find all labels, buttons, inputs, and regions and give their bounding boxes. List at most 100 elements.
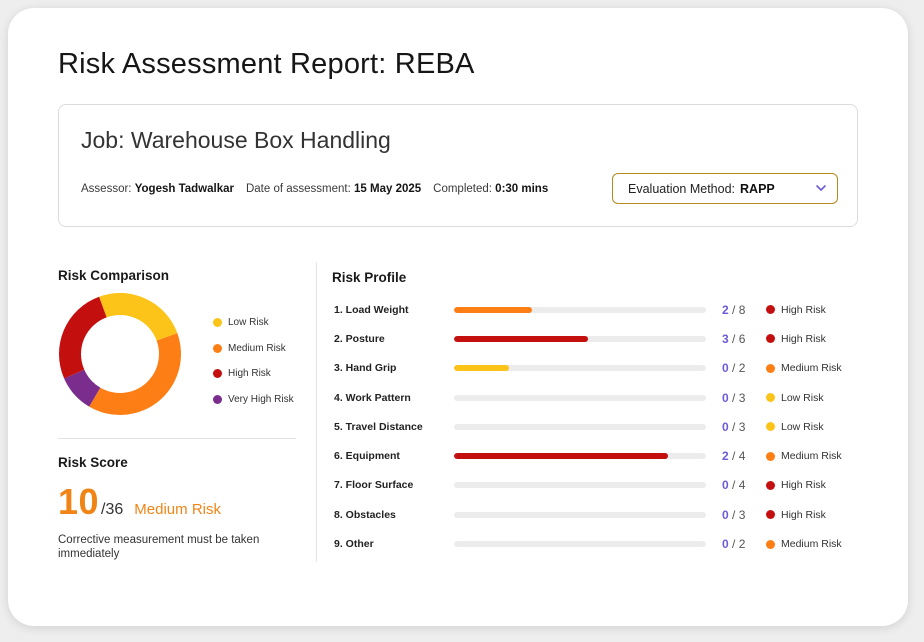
donut-slice-high-risk: [58, 296, 107, 379]
factor-score-value: 0: [722, 478, 729, 493]
donut-slice-very-high-risk: [64, 369, 101, 407]
risk-profile-row: 6. Equipment 2 / 4 Medium Risk: [332, 441, 862, 470]
risk-dot-icon: [766, 539, 775, 549]
factor-name: 1. Load Weight: [334, 303, 409, 316]
risk-score-max: /36: [101, 501, 124, 518]
completed-info: Completed: 0:30 mins: [433, 183, 548, 195]
factor-risk-label: High Risk: [781, 303, 826, 316]
factor-score-value: 2: [722, 302, 729, 317]
factor-score: 3 / 6: [722, 332, 745, 346]
factor-risk-label: High Risk: [781, 508, 826, 521]
factor-name: 3. Hand Grip: [334, 362, 397, 375]
risk-score-title: Risk Score: [58, 455, 128, 470]
factor-score-value: 0: [722, 390, 729, 405]
factor-risk-label: Medium Risk: [781, 538, 842, 551]
factor-score: 0 / 3: [722, 420, 745, 434]
factor-risk-label: Low Risk: [781, 391, 824, 404]
factor-name: 9. Other: [334, 538, 374, 551]
factor-risk-level: Medium Risk: [766, 538, 842, 550]
factor-progress-bar: [454, 365, 706, 372]
factor-score-max: / 4: [732, 449, 746, 464]
divider: [58, 438, 296, 439]
factor-risk-level: Low Risk: [766, 421, 824, 433]
job-title: Job: Warehouse Box Handling: [81, 127, 391, 153]
completed-value: 0:30 mins: [495, 183, 549, 195]
factor-score: 2 / 8: [722, 303, 745, 317]
risk-profile-row: 9. Other 0 / 2 Medium Risk: [332, 529, 862, 558]
legend-dot-icon: [213, 318, 222, 328]
risk-profile-row: 1. Load Weight 2 / 8 High Risk: [332, 295, 862, 324]
risk-dot-icon: [766, 510, 775, 520]
factor-name: 4. Work Pattern: [334, 391, 411, 404]
risk-dot-icon: [766, 305, 775, 315]
date-info: Date of assessment: 15 May 2025: [246, 183, 421, 195]
factor-name: 8. Obstacles: [334, 508, 396, 521]
method-value: RAPP: [740, 181, 775, 196]
factor-score: 0 / 2: [722, 537, 745, 551]
factor-score-max: / 3: [732, 390, 746, 405]
risk-profile-panel: Risk Profile 1. Load Weight 2 / 8 High Ris…: [332, 270, 862, 551]
factor-score-value: 0: [722, 419, 729, 434]
risk-dot-icon: [766, 393, 775, 403]
risk-score-level: Medium Risk: [134, 501, 221, 518]
factor-progress-bar: [454, 482, 706, 489]
risk-score-row: 10 /36 Medium Risk: [58, 481, 221, 523]
factor-score-value: 0: [722, 507, 729, 522]
factor-risk-label: Medium Risk: [781, 450, 842, 463]
date-label: Date of assessment:: [245, 183, 351, 195]
factor-progress-fill: [454, 306, 533, 313]
factor-progress-bar: [454, 541, 706, 548]
risk-dot-icon: [766, 480, 775, 490]
factor-risk-label: Low Risk: [781, 420, 824, 433]
factor-risk-level: Low Risk: [766, 392, 824, 404]
factor-risk-level: High Risk: [766, 479, 826, 491]
factor-risk-label: High Risk: [781, 479, 826, 492]
factor-progress-bar: [454, 511, 706, 518]
risk-profile-title: Risk Profile: [332, 270, 407, 285]
chevron-down-icon: [816, 185, 826, 191]
report-card: Risk Assessment Report: REBA Job: Wareho…: [8, 8, 908, 626]
risk-profile-row: 7. Floor Surface 0 / 4 High Risk: [332, 471, 862, 500]
risk-profile-row: 4. Work Pattern 0 / 3 Low Risk: [332, 383, 862, 412]
factor-risk-level: High Risk: [766, 509, 826, 521]
factor-score-max: / 8: [732, 302, 746, 317]
left-column: Risk Comparison Low Risk Medium Risk High …: [58, 268, 296, 560]
factor-score-max: / 3: [732, 419, 746, 434]
factor-progress-fill: [454, 453, 669, 460]
factor-score-max: / 2: [732, 537, 746, 552]
factor-score-max: / 6: [732, 331, 746, 346]
factor-progress-bar: [454, 453, 706, 460]
evaluation-method-dropdown[interactable]: Evaluation Method: RAPP: [612, 173, 838, 204]
factor-score: 0 / 4: [722, 478, 745, 492]
factor-score: 0 / 3: [722, 391, 745, 405]
risk-score-value: 10: [58, 481, 100, 522]
risk-donut-chart: [58, 292, 182, 416]
factor-progress-bar: [454, 394, 706, 401]
risk-profile-row: 5. Travel Distance 0 / 3 Low Risk: [332, 412, 862, 441]
factor-name: 7. Floor Surface: [334, 479, 414, 492]
factor-progress-fill: [454, 365, 510, 372]
legend-item: High Risk: [213, 361, 294, 387]
legend-item: Medium Risk: [213, 336, 294, 362]
risk-dot-icon: [766, 451, 775, 461]
assessor-label: Assessor:: [81, 183, 132, 195]
legend-dot-icon: [213, 369, 222, 379]
factor-risk-level: High Risk: [766, 304, 826, 316]
factor-progress-fill: [454, 335, 588, 342]
factor-score-value: 0: [722, 537, 729, 552]
donut-slice-low-risk: [99, 293, 178, 341]
risk-dot-icon: [766, 422, 775, 432]
donut-slice-medium-risk: [89, 333, 181, 415]
legend-dot-icon: [213, 343, 222, 353]
factor-score-value: 0: [722, 361, 729, 376]
factor-score: 0 / 2: [722, 361, 745, 375]
factor-score: 2 / 4: [722, 449, 745, 463]
factor-risk-label: Medium Risk: [781, 362, 842, 375]
legend-item: Very High Risk: [213, 387, 294, 413]
factor-score-value: 3: [722, 331, 729, 346]
factor-risk-level: Medium Risk: [766, 362, 842, 374]
factor-progress-bar: [454, 306, 706, 313]
assessor-info: Assessor: Yogesh Tadwalkar: [81, 183, 234, 195]
risk-profile-list: 1. Load Weight 2 / 8 High Risk 2. Posture 3 …: [332, 295, 862, 559]
factor-risk-level: Medium Risk: [766, 450, 842, 462]
